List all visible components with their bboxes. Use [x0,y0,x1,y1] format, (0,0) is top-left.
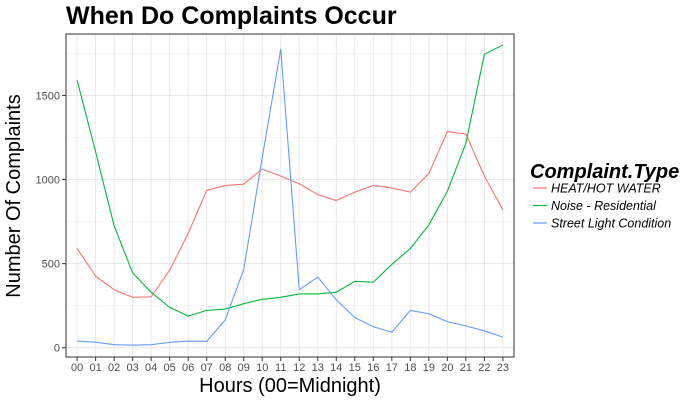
x-axis-title: Hours (00=Midnight) [199,375,381,397]
y-tick-label: 1500 [36,90,60,102]
x-tick-label: 10 [256,362,268,374]
x-tick-label: 05 [164,362,176,374]
legend-label: Noise - Residential [551,199,657,213]
series-line-noise-residential [76,44,504,317]
x-tick-label: 01 [89,362,101,374]
legend-title: Complaint.Type [530,161,679,183]
series-line-heat-hot-water [76,131,504,298]
x-tick-label: 00 [71,362,83,374]
legend: Complaint.Type HEAT/HOT WATER Noise - Res… [530,161,679,231]
x-tick-label: 12 [293,362,305,374]
x-tick-label: 19 [423,362,435,374]
chart-title: When Do Complaints Occur [66,2,397,30]
x-tick-label: 07 [201,362,213,374]
x-tick-label: 16 [367,362,379,374]
x-tick-label: 20 [441,362,453,374]
y-tick-label: 1000 [36,175,60,187]
plot-area: 0 500 1000 1500 00 01 02 03 04 05 06 07 08 09 10 11 12 13… [36,33,515,374]
y-tick-label: 500 [42,259,60,271]
x-tick-label: 23 [497,362,509,374]
y-axis-title: Number Of Complaints [3,94,25,297]
x-tick-label: 11 [275,362,286,374]
x-tick-label: 21 [460,362,472,374]
x-tick-label: 13 [312,362,324,374]
x-tick-label: 02 [108,362,120,374]
x-tick-label: 14 [330,362,342,374]
x-tick-label: 18 [404,362,416,374]
x-tick-label: 08 [219,362,231,374]
x-tick-label: 22 [478,362,490,374]
x-tick-label: 17 [386,362,398,374]
x-tick-label: 06 [182,362,194,374]
x-tick-label: 04 [145,362,157,374]
x-tick-label: 03 [127,362,139,374]
series-line-street-light-condition [77,48,504,346]
panel-border [65,33,515,358]
x-tick-label: 09 [238,362,250,374]
y-tick-label: 0 [54,343,60,355]
x-tick-label: 15 [349,362,361,374]
legend-label: Street Light Condition [551,217,671,231]
legend-label: HEAT/HOT WATER [551,182,661,196]
